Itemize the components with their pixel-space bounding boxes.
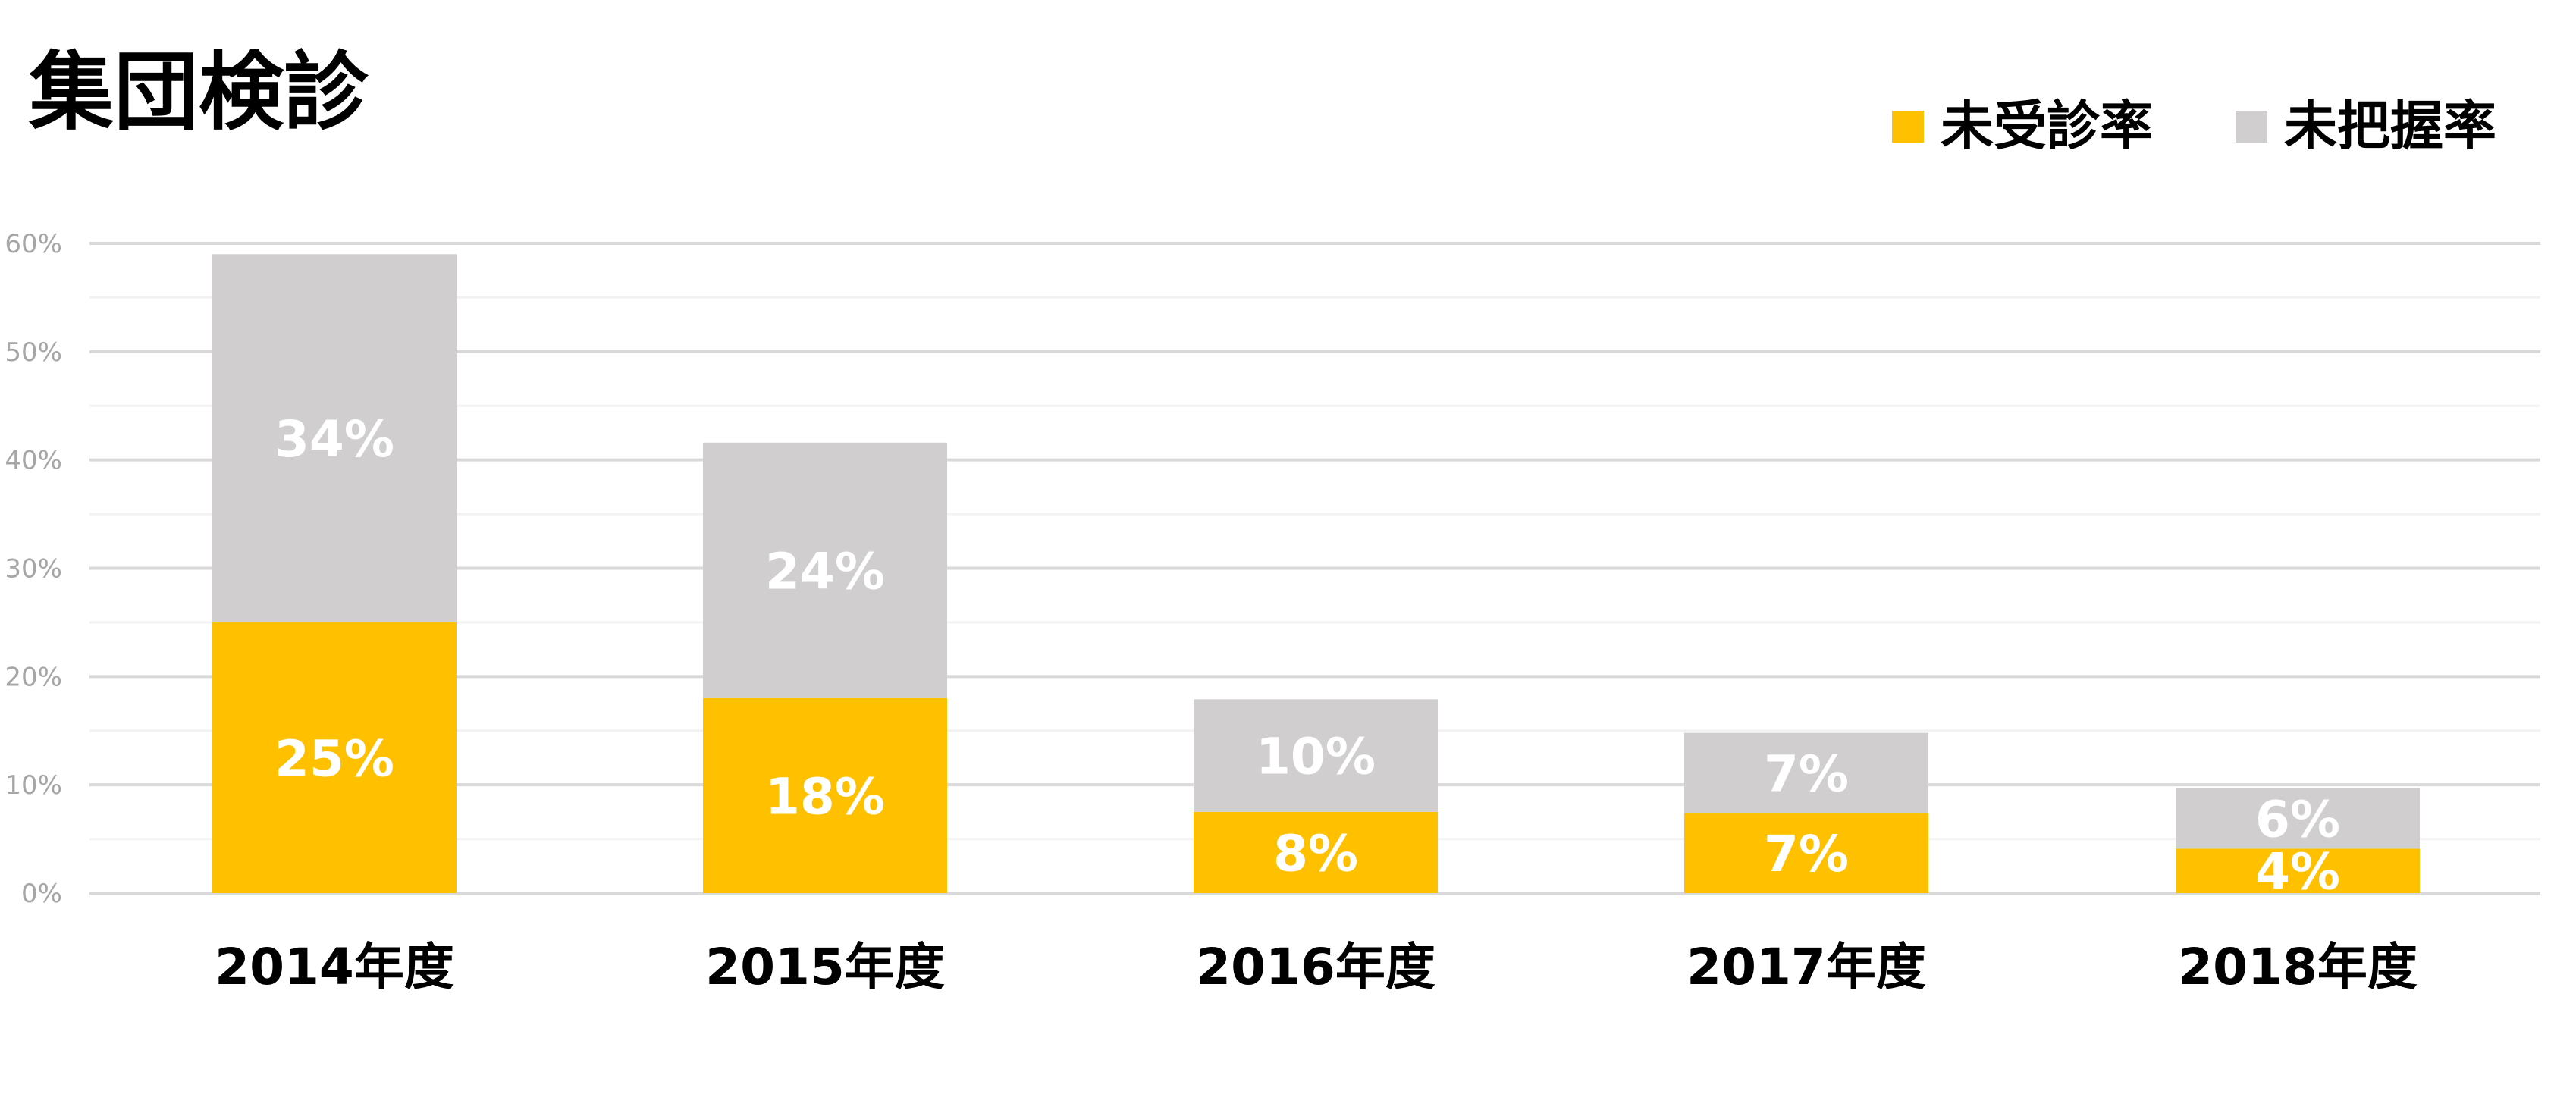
gridlines — [89, 242, 2540, 895]
bars — [212, 254, 2420, 893]
y-tick-label: 40% — [5, 446, 62, 476]
y-tick-label: 20% — [5, 662, 62, 692]
bar-segment — [1684, 813, 1928, 893]
bar-segment — [2176, 848, 2420, 893]
data-label: 10% — [1256, 728, 1376, 786]
x-axis-ticks: 2014年度 2015年度 2016年度 2017年度 2018年度 — [215, 938, 2418, 996]
bar-segment — [212, 254, 457, 622]
x-tick-label: 2018年度 — [2178, 938, 2418, 996]
chart-title: 集団検診 — [28, 43, 369, 142]
legend-label: 未受診率 — [1941, 95, 2153, 157]
legend-swatch — [2236, 111, 2267, 143]
x-tick-label: 2017年度 — [1686, 938, 1926, 996]
y-tick-label: 10% — [5, 770, 62, 801]
data-label: 4% — [2255, 843, 2340, 901]
bar-segment — [1194, 811, 1438, 893]
y-tick-label: 60% — [5, 229, 62, 259]
bar-segment — [703, 697, 947, 893]
y-tick-label: 50% — [5, 337, 62, 368]
x-tick-label: 2016年度 — [1196, 938, 1435, 996]
bar-segment — [212, 622, 457, 893]
data-label: 18% — [765, 767, 885, 826]
data-label: 7% — [1764, 825, 1849, 883]
y-tick-label: 30% — [5, 554, 62, 585]
legend: 未受診率 未把握率 — [1892, 95, 2496, 157]
data-label: 6% — [2255, 790, 2340, 848]
bar-segment — [1194, 699, 1438, 812]
data-label: 24% — [765, 542, 885, 600]
x-tick-label: 2014年度 — [215, 938, 454, 996]
data-label: 25% — [275, 729, 394, 788]
data-label: 7% — [1764, 744, 1849, 803]
y-tick-label: 0% — [21, 879, 62, 909]
data-label: 34% — [275, 410, 394, 469]
data-labels: 25% 34% 18% 24% 8% 10% 7% 7% 4%6% — [275, 410, 2340, 901]
bar-segment — [703, 442, 947, 698]
x-tick-label: 2015年度 — [705, 938, 945, 996]
bar-segment — [1684, 732, 1928, 813]
data-label: 8% — [1273, 824, 1358, 882]
legend-swatch — [1892, 111, 1924, 143]
y-axis-ticks: 0% 10% 20% 30% 40% 50% 60% — [5, 229, 62, 909]
legend-label: 未把握率 — [2284, 95, 2496, 157]
bar-segment — [2176, 788, 2420, 849]
